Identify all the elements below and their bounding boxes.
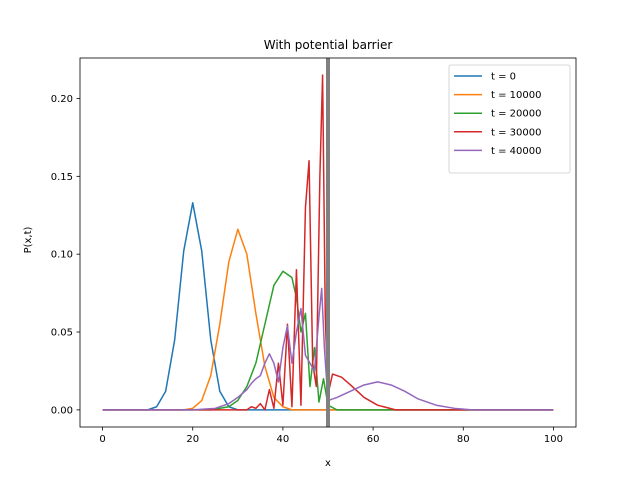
x-tick-label-4: 80 xyxy=(457,434,470,445)
plot-frame xyxy=(79,57,577,428)
x-tick-label-1: 20 xyxy=(186,434,199,445)
y-tick-label-4: 0.20 xyxy=(51,94,73,105)
x-tick-label-0: 0 xyxy=(99,434,105,445)
legend-entry-2: t = 20000 xyxy=(491,109,541,120)
series-line-4 xyxy=(102,287,554,411)
legend-entry-1: t = 10000 xyxy=(491,90,541,101)
legend-box xyxy=(448,64,571,174)
x-tick-label-5: 100 xyxy=(544,434,563,445)
y-tick-label-0: 0.00 xyxy=(51,405,73,416)
series-line-3 xyxy=(102,74,554,411)
y-tick-label-1: 0.05 xyxy=(51,328,73,339)
legend-entry-4: t = 40000 xyxy=(491,146,541,157)
x-tick-label-2: 40 xyxy=(277,434,290,445)
plot-area xyxy=(102,58,554,427)
legend-entry-0: t = 0 xyxy=(491,72,516,83)
legend: t = 0 t = 10000 t = 20000 t = 30000 t = 4000… xyxy=(448,64,571,174)
x-axis-label: x xyxy=(325,458,331,469)
chart-title: With potential barrier xyxy=(264,38,393,52)
y-tick-label-2: 0.10 xyxy=(51,250,73,261)
series-line-1 xyxy=(102,228,554,411)
y-tick-label-3: 0.15 xyxy=(51,172,73,183)
x-tick-label-3: 60 xyxy=(367,434,380,445)
axes: 0 20 40 60 80 100 0.00 0.05 0.10 0.15 0.20 xyxy=(51,57,577,445)
series-line-2 xyxy=(102,270,554,411)
y-axis-label: P(x,t) xyxy=(23,226,34,253)
legend-entry-3: t = 30000 xyxy=(491,127,541,138)
